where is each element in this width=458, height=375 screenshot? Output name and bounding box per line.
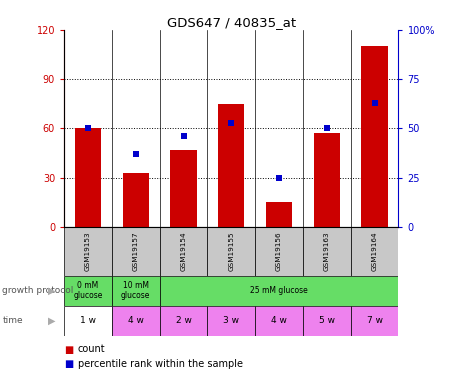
Text: ■: ■ [64,359,73,369]
Bar [160,276,398,306]
Text: GSM19154: GSM19154 [180,231,186,271]
Bar [255,306,303,336]
Text: ■: ■ [64,345,73,354]
Bar [170,150,196,227]
Text: 4 w: 4 w [271,316,287,325]
Bar [351,227,398,276]
Point [323,125,331,132]
Bar [160,306,207,336]
Point [371,100,378,106]
Point [180,134,187,140]
Point [132,151,139,157]
Bar [266,202,292,227]
Text: GSM19153: GSM19153 [85,231,91,271]
Bar [112,227,160,276]
Text: 4 w: 4 w [128,316,144,325]
Text: GSM19163: GSM19163 [324,231,330,271]
Point [228,120,235,126]
Bar [160,227,207,276]
Text: GSM19157: GSM19157 [133,231,139,271]
Text: GSM19156: GSM19156 [276,231,282,271]
Text: count: count [78,345,105,354]
Text: 3 w: 3 w [224,316,239,325]
Text: time: time [2,316,23,325]
Bar [361,46,388,227]
Bar [351,306,398,336]
Title: GDS647 / 40835_at: GDS647 / 40835_at [167,16,296,29]
Bar [303,306,351,336]
Text: 25 mM glucose: 25 mM glucose [250,286,308,295]
Text: GSM19164: GSM19164 [371,231,377,271]
Text: ▶: ▶ [48,316,55,326]
Bar [207,306,255,336]
Bar [64,276,112,306]
Bar [64,227,112,276]
Bar [112,306,160,336]
Text: ▶: ▶ [48,286,55,296]
Text: 10 mM
glucose: 10 mM glucose [121,281,150,300]
Text: GSM19155: GSM19155 [228,231,234,271]
Text: 0 mM
glucose: 0 mM glucose [73,281,103,300]
Text: percentile rank within the sample: percentile rank within the sample [78,359,243,369]
Bar [75,128,101,227]
Bar [123,173,149,227]
Text: 1 w: 1 w [80,316,96,325]
Text: 7 w: 7 w [366,316,382,325]
Bar [255,227,303,276]
Text: 2 w: 2 w [175,316,191,325]
Point [275,175,283,181]
Text: 5 w: 5 w [319,316,335,325]
Text: growth protocol: growth protocol [2,286,74,295]
Bar [207,227,255,276]
Bar [303,227,351,276]
Bar [218,104,245,227]
Bar [64,306,112,336]
Point [84,125,92,132]
Bar [112,276,160,306]
Bar [314,134,340,227]
